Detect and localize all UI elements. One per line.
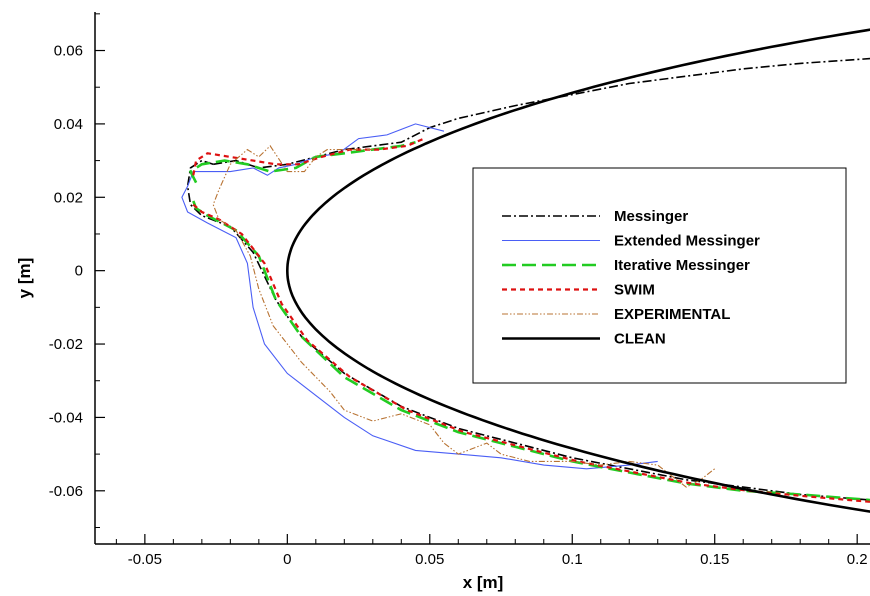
y-tick-label: 0.06 <box>54 43 83 60</box>
messinger-curve <box>186 159 870 501</box>
y-tick-label: -0.06 <box>49 483 83 500</box>
y-tick-label: 0 <box>75 263 83 280</box>
plot-curves <box>181 28 870 513</box>
x-axis-title: x [m] <box>463 573 504 592</box>
y-tick-label: 0.02 <box>54 189 83 206</box>
legend-label-messinger: Messinger <box>614 208 688 225</box>
legend-label-experimental: EXPERIMENTAL <box>614 306 730 323</box>
iterative-messinger-curve <box>188 140 416 184</box>
legend: Messinger Extended Messinger Iterative Mes… <box>472 167 847 384</box>
experimental-curve <box>212 145 716 488</box>
legend-label-extended-messinger: Extended Messinger <box>614 233 760 250</box>
y-tick-label: -0.04 <box>49 409 83 426</box>
x-tick-label: 0 <box>283 551 291 568</box>
y-tick-label: 0.04 <box>54 116 83 133</box>
messinger-curve-upper <box>213 57 870 169</box>
clean-curve <box>285 28 870 513</box>
swim-curve <box>192 137 425 176</box>
x-tick-label: 0.1 <box>562 551 583 568</box>
ticks: -0.05 0 0.05 0.1 0.15 0.2 0.06 0.04 0.02 0 -0.02 -0… <box>49 13 868 568</box>
legend-label-clean: CLEAN <box>614 331 666 348</box>
x-tick-label: 0.15 <box>700 551 729 568</box>
legend-label-iterative-messinger: Iterative Messinger <box>614 257 750 274</box>
axes <box>94 12 870 545</box>
y-tick-label: -0.02 <box>49 336 83 353</box>
x-tick-label: -0.05 <box>128 551 162 568</box>
legend-label-swim: SWIM <box>614 282 655 299</box>
x-tick-label: 0.05 <box>415 551 444 568</box>
y-axis-title: y [m] <box>15 258 34 299</box>
x-tick-label: 0.2 <box>847 551 868 568</box>
legend-box <box>472 167 847 384</box>
